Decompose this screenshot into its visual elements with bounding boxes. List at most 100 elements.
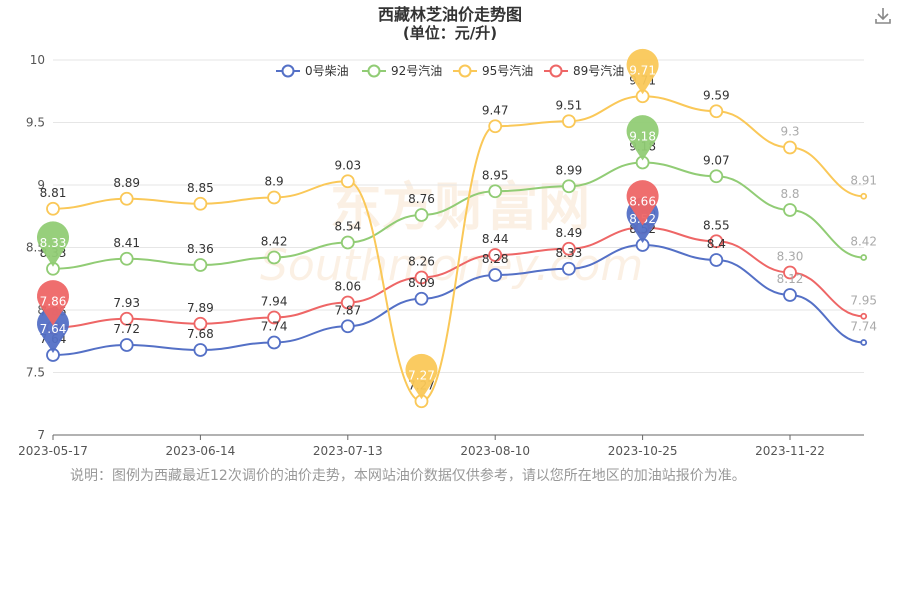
x-tick-label: 2023-07-13 — [313, 444, 383, 458]
legend-marker — [549, 64, 563, 78]
pin-shape — [626, 115, 659, 161]
data-point — [783, 265, 797, 280]
download-icon[interactable] — [874, 6, 892, 26]
y-tick-label: 8 — [37, 303, 45, 317]
data-label: 8.41 — [113, 236, 140, 250]
data-point — [562, 114, 576, 129]
data-label: 7.72 — [113, 322, 140, 336]
grid-lines — [53, 59, 864, 436]
pin-label: 7.64 — [40, 322, 67, 336]
pin-layer: 8.527.649.188.339.717.278.667.86 — [36, 48, 659, 400]
pin-label: 9.18 — [629, 130, 656, 144]
data-point — [562, 261, 576, 276]
pin-shape — [37, 221, 70, 267]
data-point — [414, 270, 429, 285]
legend-marker — [367, 64, 381, 78]
data-label: 8.81 — [40, 186, 67, 200]
legend-item[interactable]: 89号汽油 — [544, 63, 624, 78]
marker-pin: 8.66 — [626, 180, 659, 226]
data-point — [340, 319, 355, 334]
marker-pin: 9.71 — [626, 48, 659, 95]
data-point — [783, 288, 797, 302]
x-tick-label: 2023-05-17 — [18, 444, 88, 458]
data-point — [414, 291, 429, 306]
data-point — [267, 310, 282, 325]
data-label: 8.42 — [261, 235, 288, 249]
label-layer: 7.647.727.687.747.878.098.288.338.528.48… — [40, 73, 877, 392]
data-point — [783, 140, 797, 155]
data-label: 7.93 — [113, 296, 140, 310]
pin-shape — [36, 307, 70, 353]
data-label: 7.95 — [850, 293, 877, 307]
legend-item[interactable]: 92号汽油 — [362, 63, 442, 78]
legend-item[interactable]: 0号柴油 — [276, 64, 349, 78]
pin-shape — [405, 353, 438, 400]
data-label: 8.89 — [113, 176, 140, 190]
chart-note: 说明：图例为西藏最近12次调价的油价走势，本网站油价数据仅供参考，请以您所在地区… — [70, 468, 746, 484]
data-label: 8.8 — [780, 187, 799, 201]
legend[interactable]: 0号柴油 92号汽油 95号汽油 89号汽油 — [276, 63, 624, 78]
data-label: 8.95 — [482, 168, 509, 182]
data-point — [488, 184, 503, 199]
marker-pin: 7.86 — [36, 280, 70, 326]
data-label: 8.4 — [707, 237, 726, 251]
data-point — [860, 192, 868, 200]
watermark: 东方财富网 Southmoney.com — [260, 178, 643, 291]
data-label: 7.87 — [334, 303, 361, 317]
data-point — [709, 169, 724, 184]
data-label: 8.54 — [334, 220, 361, 234]
data-label: 9.3 — [780, 125, 799, 139]
data-point — [709, 253, 724, 267]
data-label: 9.47 — [482, 103, 509, 117]
y-tick-label: 9.5 — [26, 116, 45, 130]
pin-label: 7.86 — [40, 295, 67, 309]
pin-label: 8.33 — [40, 236, 67, 250]
data-point — [267, 190, 282, 205]
chart-title: 西藏林芝油价走势图 — [378, 5, 522, 24]
x-tick-label: 2023-06-14 — [166, 444, 236, 458]
chart-subtitle: (单位：元/升) — [403, 24, 497, 42]
data-label: 8.44 — [482, 232, 509, 246]
data-label: 9.51 — [556, 98, 583, 112]
data-label: 8.9 — [265, 175, 284, 189]
legend-marker — [458, 64, 472, 78]
data-point — [119, 191, 134, 206]
data-point — [46, 201, 60, 216]
data-point — [193, 343, 208, 357]
data-point — [193, 258, 208, 272]
data-point — [193, 196, 208, 211]
x-tick-label: 2023-08-10 — [460, 444, 530, 458]
data-label: 8.09 — [408, 276, 435, 290]
pin-shape — [36, 280, 70, 326]
data-point — [267, 250, 282, 265]
data-point — [414, 208, 429, 222]
data-label: 8.33 — [556, 246, 583, 260]
marker-pin: 7.27 — [405, 353, 438, 400]
legend-item[interactable]: 95号汽油 — [453, 63, 533, 78]
legend-label: 89号汽油 — [573, 63, 624, 78]
data-point — [340, 235, 355, 250]
pin-label: 9.71 — [629, 63, 656, 77]
data-point — [340, 295, 355, 310]
y-tick-label: 10 — [30, 53, 45, 67]
marker-pin: 7.64 — [36, 307, 70, 353]
data-point — [119, 338, 134, 352]
data-label: 8.55 — [703, 218, 730, 232]
data-point — [562, 241, 576, 256]
x-tick-label: 2023-11-22 — [755, 444, 825, 458]
data-label: 8.28 — [482, 252, 509, 266]
data-label: 8.30 — [777, 250, 804, 264]
legend-marker — [281, 64, 295, 78]
data-label: 8.91 — [850, 173, 877, 187]
data-point — [562, 179, 576, 194]
data-point — [783, 203, 797, 217]
data-point — [860, 339, 868, 346]
data-point — [488, 248, 503, 262]
data-point — [488, 268, 503, 282]
data-label: 8.26 — [408, 255, 435, 269]
pin-label: 7.27 — [408, 368, 435, 382]
data-point — [860, 312, 868, 320]
y-tick-label: 7 — [37, 428, 45, 442]
